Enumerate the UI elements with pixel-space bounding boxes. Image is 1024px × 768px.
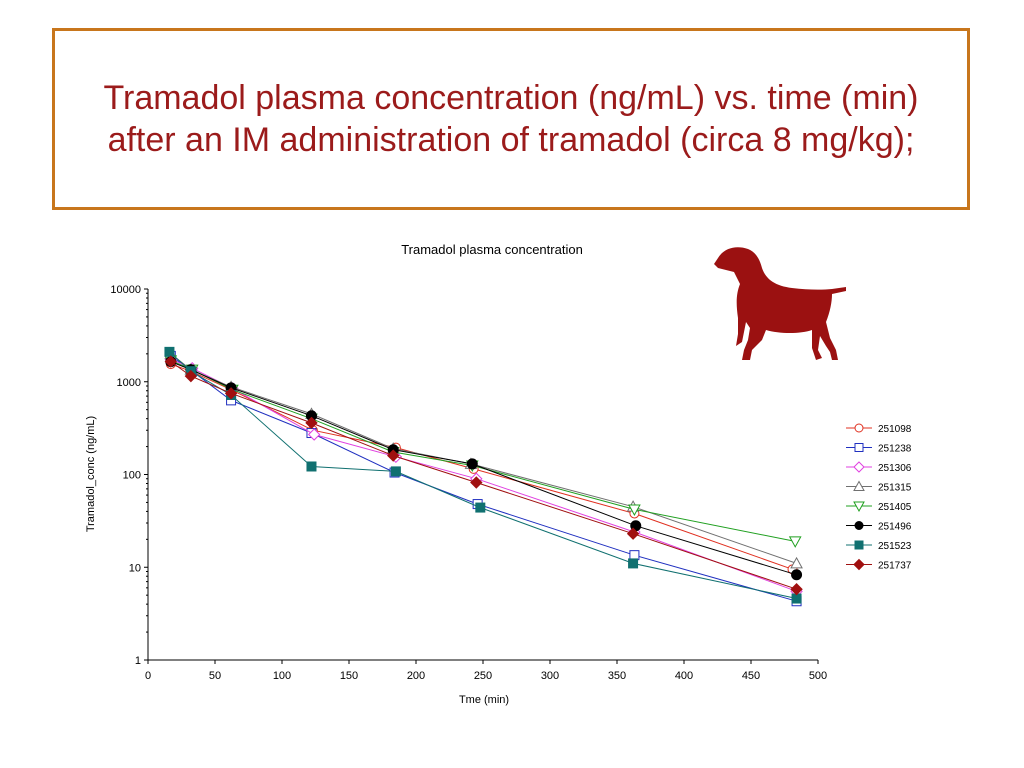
legend-item: 251238 — [846, 443, 912, 455]
data-point — [853, 558, 865, 571]
data-point — [475, 502, 486, 513]
legend-label: 251306 — [878, 463, 912, 474]
x-tick-label: 0 — [145, 670, 151, 682]
data-point — [790, 556, 803, 569]
legend-label: 251737 — [878, 561, 912, 572]
legend-label: 251405 — [878, 502, 912, 513]
data-point — [628, 558, 639, 569]
data-point — [224, 387, 238, 400]
series-251238 — [165, 350, 802, 607]
legend-item: 251523 — [846, 540, 912, 552]
x-tick-label: 250 — [474, 670, 492, 682]
series-line — [170, 361, 797, 590]
data-point — [390, 466, 401, 477]
y-tick-label: 1000 — [117, 377, 141, 389]
data-point — [470, 476, 483, 489]
y-tick-label: 1 — [135, 655, 141, 667]
data-point — [305, 416, 318, 430]
legend-label: 251238 — [878, 444, 912, 455]
series-251405 — [164, 355, 802, 548]
x-tick-label: 350 — [608, 670, 626, 682]
x-axis-ticks: 0 50 100 150 200 250 300 350 400 450 500 — [145, 660, 827, 682]
y-tick-label: 10 — [129, 562, 141, 574]
series-layer — [164, 346, 803, 607]
x-axis-label: Tme (min) — [459, 694, 509, 706]
legend-label: 251496 — [878, 522, 912, 533]
x-tick-label: 50 — [209, 670, 221, 682]
data-point — [164, 355, 177, 368]
data-point — [306, 461, 317, 472]
legend-item: 251496 — [846, 521, 912, 533]
y-axis-ticks: 1 10 100 1000 10000 — [110, 284, 148, 667]
data-point — [854, 443, 864, 452]
x-tick-label: 200 — [407, 670, 425, 682]
data-point — [628, 504, 641, 516]
series-251306 — [164, 353, 803, 598]
legend-item: 251306 — [846, 461, 912, 474]
legend: 251098 251238 251306 251315 251405 251496 2515… — [846, 423, 912, 572]
series-251523 — [164, 346, 802, 604]
series-251496 — [165, 356, 803, 581]
data-point — [791, 569, 803, 581]
x-tick-label: 150 — [340, 670, 358, 682]
chart-title: Tramadol plasma concentration — [401, 242, 583, 257]
x-tick-label: 450 — [742, 670, 760, 682]
series-251315 — [164, 347, 803, 569]
data-point — [387, 449, 400, 462]
series-251737 — [164, 355, 803, 596]
legend-item: 251098 — [846, 423, 912, 435]
data-point — [466, 458, 478, 470]
data-point — [184, 369, 198, 383]
data-point — [164, 346, 175, 357]
legend-label: 251523 — [878, 541, 912, 552]
legend-item: 251405 — [846, 501, 912, 513]
data-point — [790, 582, 803, 596]
legend-label: 251315 — [878, 483, 912, 494]
title-box: Tramadol plasma concentration (ng/mL) vs… — [52, 28, 970, 210]
series-line — [170, 358, 797, 592]
legend-item: 251737 — [846, 558, 912, 572]
data-point — [854, 423, 864, 433]
legend-item: 251315 — [846, 480, 912, 494]
series-line — [170, 363, 793, 570]
slide-title: Tramadol plasma concentration (ng/mL) vs… — [103, 79, 919, 159]
data-point — [307, 428, 321, 441]
x-tick-label: 400 — [675, 670, 693, 682]
y-tick-label: 100 — [123, 470, 141, 482]
series-line — [170, 355, 797, 602]
data-point — [853, 480, 865, 491]
data-point — [626, 527, 640, 540]
data-point — [788, 536, 802, 548]
chart-axes — [147, 289, 818, 661]
data-point — [853, 501, 865, 513]
x-tick-label: 100 — [273, 670, 291, 682]
series-line — [169, 351, 797, 599]
x-tick-label: 300 — [541, 670, 559, 682]
data-point — [854, 540, 864, 550]
x-tick-label: 500 — [809, 670, 827, 682]
data-point — [629, 550, 640, 561]
data-point — [854, 521, 864, 530]
y-axis-label: Tramadol_conc (ng/mL) — [85, 416, 97, 532]
series-line — [170, 359, 796, 542]
series-line — [170, 353, 797, 564]
series-line — [170, 361, 797, 576]
y-tick-label: 10000 — [110, 284, 141, 296]
data-point — [853, 461, 865, 473]
legend-label: 251098 — [878, 424, 912, 435]
dog-icon — [714, 247, 846, 360]
